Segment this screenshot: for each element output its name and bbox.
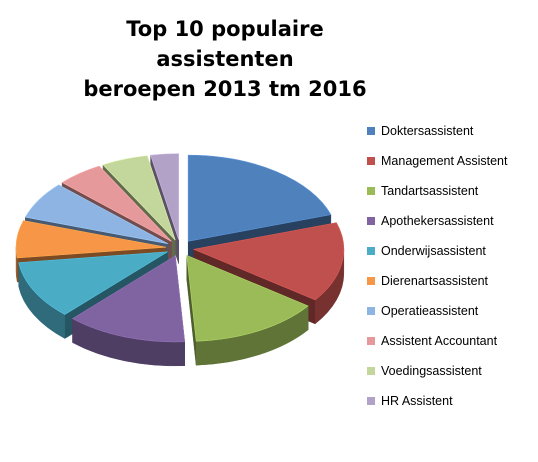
chart-title-line-1: Top 10 populaire assistenten <box>126 17 324 71</box>
legend-swatch <box>367 277 375 285</box>
legend-item-tandartsassistent: Tandartsassistent <box>367 183 537 213</box>
legend-item-assistent-accountant: Assistent Accountant <box>367 333 537 363</box>
legend-item-apothekersassistent: Apothekersassistent <box>367 213 537 243</box>
legend-label: Voedingsassistent <box>381 364 482 378</box>
legend-swatch <box>367 247 375 255</box>
legend-label: HR Assistent <box>381 394 453 408</box>
legend-item-voedingsassistent: Voedingsassistent <box>367 363 537 393</box>
legend-swatch <box>367 157 375 165</box>
legend-label: Tandartsassistent <box>381 184 479 198</box>
legend-label: Apothekersassistent <box>381 214 494 228</box>
legend-swatch <box>367 337 375 345</box>
legend-item-doktersassistent: Doktersassistent <box>367 123 537 153</box>
pie-slice-apothekersassistent <box>71 255 186 367</box>
legend-swatch <box>367 187 375 195</box>
legend-item-operatieassistent: Operatieassistent <box>367 303 537 333</box>
legend-item-dierenartsassistent: Dierenartsassistent <box>367 273 537 303</box>
legend-label: Management Assistent <box>381 154 508 168</box>
legend-item-onderwijsassistent: Onderwijsassistent <box>367 243 537 273</box>
legend-label: Doktersassistent <box>381 124 474 138</box>
legend-label: Assistent Accountant <box>381 334 498 348</box>
legend-swatch <box>367 307 375 315</box>
chart-legend: Doktersassistent Management Assistent Tand… <box>367 123 537 423</box>
legend-label: Onderwijsassistent <box>381 244 486 258</box>
legend-label: Dierenartsassistent <box>381 274 488 288</box>
legend-swatch <box>367 397 375 405</box>
chart-title: Top 10 populaire assistenten beroepen 20… <box>60 14 390 104</box>
legend-item-hr-assistent: HR Assistent <box>367 393 537 423</box>
legend-label: Operatieassistent <box>381 304 479 318</box>
legend-swatch <box>367 127 375 135</box>
pie-slice-tandartsassistent <box>186 254 309 366</box>
legend-swatch <box>367 217 375 225</box>
legend-item-management-assistent: Management Assistent <box>367 153 537 183</box>
legend-swatch <box>367 367 375 375</box>
chart-title-line-2: beroepen 2013 tm 2016 <box>83 77 367 101</box>
